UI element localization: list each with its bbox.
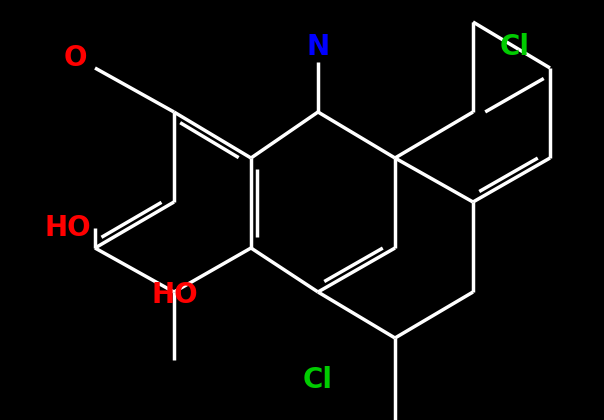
Text: Cl: Cl bbox=[303, 366, 333, 394]
Text: N: N bbox=[306, 33, 330, 61]
Text: Cl: Cl bbox=[500, 33, 530, 61]
Text: O: O bbox=[63, 44, 87, 72]
Text: HO: HO bbox=[152, 281, 198, 309]
Text: HO: HO bbox=[45, 214, 91, 242]
